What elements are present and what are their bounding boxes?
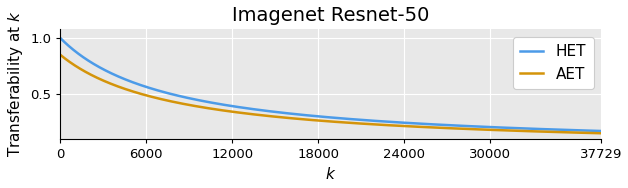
HET: [305, 114, 313, 117]
HET: [582, 129, 589, 132]
HET: [320, 116, 327, 118]
AET: [582, 132, 589, 134]
HET: [57, 37, 64, 39]
AET: [305, 119, 313, 121]
X-axis label: $k$: $k$: [325, 166, 337, 182]
Line: HET: HET: [60, 38, 601, 131]
HET: [582, 129, 589, 132]
Title: Imagenet Resnet-50: Imagenet Resnet-50: [232, 6, 430, 25]
AET: [482, 129, 490, 131]
HET: [84, 59, 92, 61]
AET: [57, 54, 64, 56]
Y-axis label: Transferability at $k$: Transferability at $k$: [6, 11, 24, 157]
AET: [597, 132, 605, 134]
AET: [84, 72, 92, 74]
Line: AET: AET: [60, 55, 601, 133]
HET: [482, 126, 490, 128]
HET: [597, 130, 605, 132]
AET: [582, 132, 589, 134]
AET: [320, 120, 327, 122]
Legend: HET, AET: HET, AET: [512, 36, 593, 89]
